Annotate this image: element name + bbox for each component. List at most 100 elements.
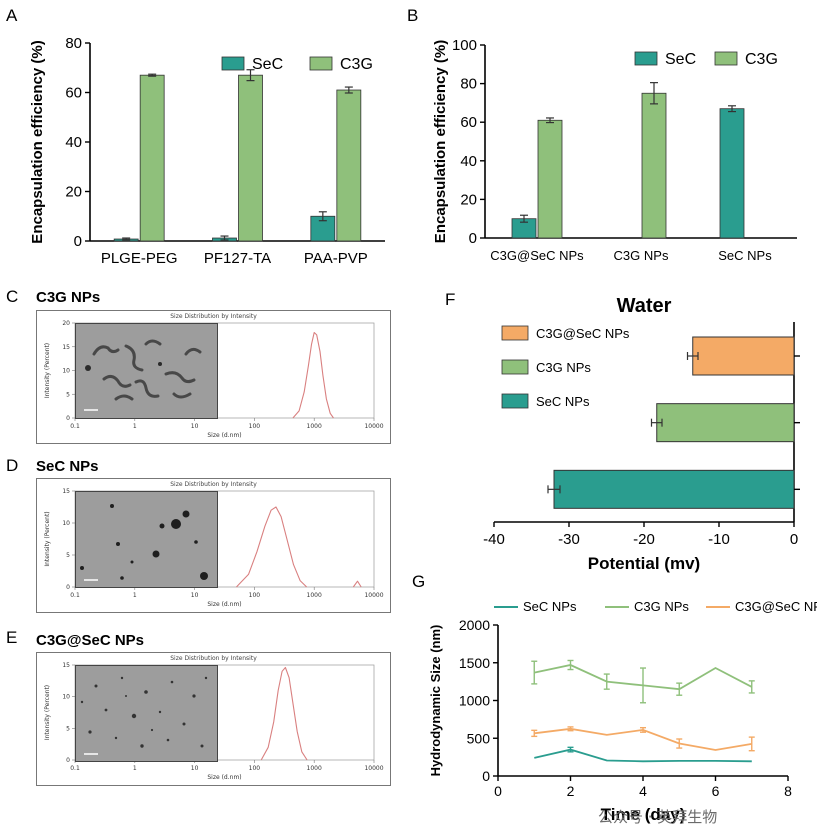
bar-c3g-c3g-nps	[641, 92, 667, 239]
x-tick-label: 1000	[307, 423, 322, 430]
x-tick-label: 1	[133, 765, 137, 772]
x-tick-label: 1	[133, 423, 137, 430]
x-tick-label: 100	[249, 592, 261, 599]
y-tick-label: 0	[66, 757, 70, 764]
bar-sec-nps	[553, 469, 795, 509]
legend-swatch-sec	[221, 56, 245, 71]
y-axis-label: Encapsulation efficiency (%)	[29, 40, 46, 243]
tem-particles-d	[80, 504, 208, 581]
x-tick-label: 4	[639, 783, 647, 799]
y-tick-label: 80	[65, 35, 82, 52]
y-tick-label: 60	[65, 85, 82, 102]
y-tick-label: 60	[460, 114, 477, 131]
x-tick-label: 1000	[307, 765, 322, 772]
bar-chart-a: 0 20 40 60 80 PLGE-PEG PF127-TA PAA-PVP Encapsul…	[29, 35, 385, 267]
x-tick-label: C3G@SeC NPs	[490, 248, 584, 263]
y-tick-label: 40	[65, 134, 82, 151]
x-tick-label: 10	[191, 423, 199, 430]
y-tick-label: 10	[62, 520, 70, 527]
x-axis-label: Size (d.nm)	[207, 601, 241, 608]
dls-caption-c: Size Distribution by Intensity	[170, 313, 257, 320]
y-tick-label: 15	[62, 488, 70, 495]
x-tick-label: C3G NPs	[614, 248, 669, 263]
y-tick-label: 10	[62, 694, 70, 701]
bar-c3g-sec-nps	[692, 336, 795, 376]
line-sec-nps	[534, 748, 752, 763]
x-tick-label: -30	[558, 531, 580, 548]
legend-label-sec-nps: SeC NPs	[523, 599, 577, 614]
tem-particles-e	[80, 676, 208, 755]
y-tick-label: 0	[66, 415, 70, 422]
legend-label-sec: SeC	[665, 51, 696, 68]
y-tick-label: 15	[62, 344, 70, 351]
x-tick-label: 6	[712, 783, 720, 799]
x-tick-label: 1000	[307, 592, 322, 599]
x-tick-label: 0.1	[70, 765, 80, 772]
distribution-curve-sec-nps-minor-peak	[352, 580, 362, 588]
x-tick-label: 1	[133, 592, 137, 599]
x-tick-label: 10000	[364, 592, 383, 599]
watermark: 公众号 · 英拜生物	[598, 808, 718, 826]
y-tick-label: 0	[74, 233, 82, 250]
bar-c3g-pf127-ta	[238, 74, 263, 242]
bar-c3g-plge-peg	[139, 74, 165, 242]
y-tick-label: 20	[62, 320, 70, 327]
x-axis-label: Time (day)	[601, 805, 686, 824]
y-tick-label: 20	[65, 184, 82, 201]
dls-panel-e: Size Distribution by Intensity 0.1 1 10 100…	[36, 652, 391, 786]
size-line-chart-g: 0 500 1000 1500 2000 0 2 4 6 8 Time (day) Hydrodyna…	[428, 599, 817, 824]
legend-swatch-c3g	[309, 56, 333, 71]
x-tick-label: 0.1	[70, 423, 80, 430]
legend-swatch-sec-nps	[501, 393, 529, 409]
panel-label-c: C	[6, 287, 19, 306]
bar-sec-sec-nps	[719, 108, 745, 239]
dls-caption-d: Size Distribution by Intensity	[170, 481, 257, 488]
legend-swatch-sec	[634, 51, 658, 66]
x-tick-label: 10000	[364, 423, 383, 430]
y-tick-label: 5	[66, 552, 70, 559]
x-tick-label: -20	[633, 531, 655, 548]
x-axis-label: Potential (mv)	[588, 554, 700, 573]
x-tick-label: 8	[784, 783, 792, 799]
y-axis-label: Intensity (Percent)	[44, 685, 51, 740]
legend-swatch-c3g-nps	[501, 359, 529, 375]
x-axis-label: Size (d.nm)	[207, 774, 241, 781]
bar-c3g-paa-pvp	[336, 89, 362, 242]
legend-label-c3g: C3G	[340, 56, 373, 73]
y-tick-label: 40	[460, 153, 477, 170]
panel-label-e: E	[6, 628, 18, 647]
y-tick-label: 80	[460, 76, 477, 93]
x-tick-label: 2	[567, 783, 575, 799]
y-tick-label: 1500	[459, 655, 490, 671]
y-axis-label: Intensity (Percent)	[44, 511, 51, 566]
y-tick-label: 10	[62, 368, 70, 375]
panel-d-title: SeC NPs	[36, 458, 99, 475]
y-tick-label: 1000	[459, 693, 490, 709]
x-tick-label: -40	[483, 531, 505, 548]
zeta-bar-chart-f: Water -40 -30 -20 -10 0 Potential (mv) C3G@SeC …	[483, 295, 800, 573]
panel-label-f: F	[445, 290, 456, 309]
bar-c3g-c3g-sec-nps	[537, 119, 563, 239]
y-tick-label: 2000	[459, 617, 490, 633]
dls-panel-c: Size Distribution by Intensity 0.1 1 10 100…	[36, 310, 391, 444]
x-tick-label: PF127-TA	[204, 250, 271, 267]
legend-label-c3g-nps: C3G NPs	[634, 599, 689, 614]
y-tick-label: 20	[460, 191, 477, 208]
y-tick-label: 15	[62, 662, 70, 669]
x-tick-label: 0.1	[70, 592, 80, 599]
tem-image-c	[75, 323, 218, 419]
tem-image-d	[75, 491, 218, 588]
tem-particles-c	[84, 339, 202, 411]
x-tick-label: -10	[708, 531, 730, 548]
dls-caption-e: Size Distribution by Intensity	[170, 655, 257, 662]
x-tick-label: 100	[249, 765, 261, 772]
y-tick-label: 0	[469, 230, 477, 247]
y-tick-label: 500	[467, 730, 491, 746]
x-tick-label: 0	[790, 531, 798, 548]
y-tick-label: 0	[482, 768, 490, 784]
panel-label-g: G	[412, 572, 426, 591]
y-tick-label: 5	[66, 725, 70, 732]
y-axis-label: Hydrodynamic Size (nm)	[428, 625, 443, 777]
distribution-curve-c3g-nps	[292, 331, 334, 419]
dls-chart-d: 0.1 1 10 100 1000 10000 0 5 10 15 Size (d.nm) Inten…	[44, 488, 384, 608]
